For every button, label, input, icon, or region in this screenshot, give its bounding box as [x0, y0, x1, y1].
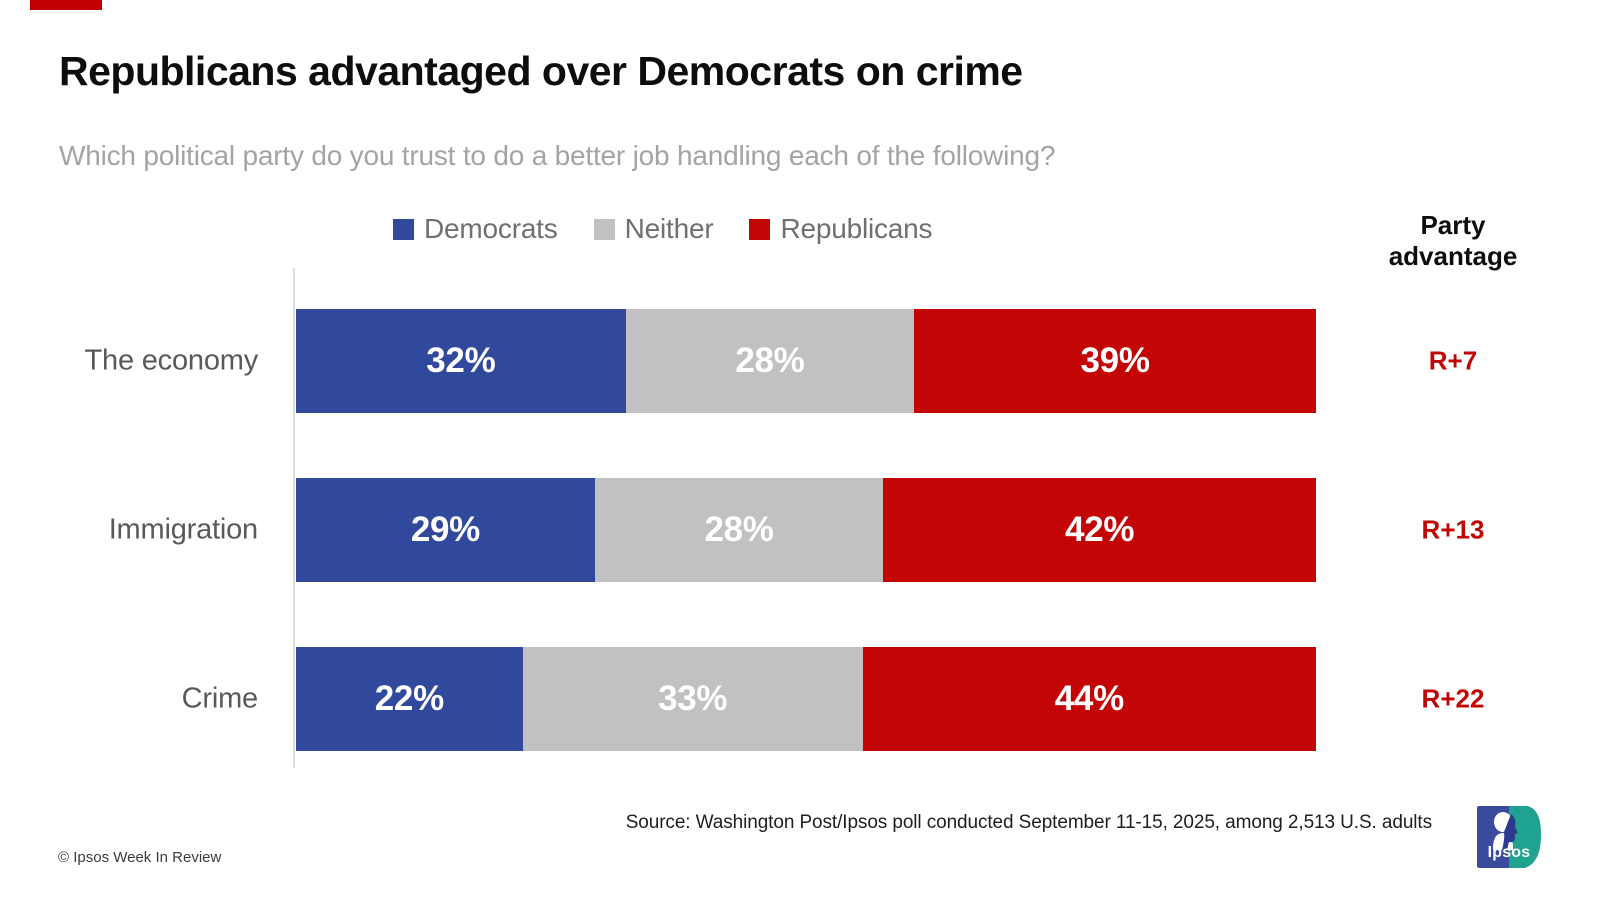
bar-row: Immigration 29% 28% 42% R+13 [0, 478, 1600, 582]
category-label: Immigration [108, 513, 258, 546]
bar-segment-republicans: 42% [883, 478, 1316, 582]
bar-value-label: 29% [410, 510, 480, 549]
legend-label: Neither [624, 213, 714, 244]
bar-row: The economy 32% 28% 39% R+7 [0, 309, 1600, 413]
legend: Democrats Neither Republicans [393, 213, 933, 245]
party-advantage-value: R+22 [1421, 683, 1485, 714]
bar-value-label: 42% [1065, 510, 1135, 549]
bar-segment-neither: 28% [594, 478, 884, 582]
chart-title: Republicans advantaged over Democrats on… [59, 48, 1023, 94]
legend-swatch-icon [393, 218, 414, 240]
ipsos-logo: Ipsos [1477, 806, 1541, 868]
bar-value-label: 44% [1054, 679, 1124, 718]
category-label: Crime [181, 682, 259, 715]
bar-row: Crime 22% 33% 44% R+22 [0, 647, 1600, 751]
legend-label: Democrats [424, 213, 558, 244]
party-advantage-value: R+13 [1421, 514, 1485, 545]
stacked-bar: 32% 28% 39% [296, 309, 1316, 413]
stacked-bar: 29% 28% 42% [296, 478, 1316, 582]
party-advantage-header: Party advantage [1388, 210, 1518, 271]
top-accent-bar [30, 0, 102, 10]
ipsos-logo-wordmark: Ipsos [1487, 844, 1531, 861]
legend-swatch-icon [749, 218, 771, 240]
legend-label: Republicans [780, 213, 933, 244]
bar-segment-neither: 33% [522, 647, 863, 751]
party-advantage-value: R+7 [1428, 345, 1478, 376]
bar-value-label: 22% [374, 679, 444, 718]
ipsos-logo-mark [1477, 806, 1541, 868]
copyright-note: © Ipsos Week In Review [58, 849, 222, 866]
source-note: Source: Washington Post/Ipsos poll condu… [625, 812, 1432, 833]
bar-value-label: 32% [426, 341, 496, 380]
legend-item: Neither [593, 213, 714, 245]
bar-value-label: 39% [1080, 341, 1150, 380]
legend-item: Democrats [393, 213, 558, 245]
bar-segment-republicans: 39% [914, 309, 1316, 413]
chart-subtitle: Which political party do you trust to do… [59, 140, 1056, 171]
bar-value-label: 28% [704, 510, 774, 549]
bar-segment-neither: 28% [625, 309, 915, 413]
bar-value-label: 28% [735, 341, 805, 380]
y-axis-line [293, 268, 295, 768]
category-label: The economy [84, 344, 259, 377]
bar-segment-republicans: 44% [862, 647, 1316, 751]
legend-item: Republicans [749, 213, 933, 245]
bar-segment-democrats: 29% [296, 478, 595, 582]
stacked-bar: 22% 33% 44% [296, 647, 1316, 751]
bar-segment-democrats: 22% [296, 647, 523, 751]
bar-value-label: 33% [658, 679, 728, 718]
bar-segment-democrats: 32% [296, 309, 626, 413]
legend-swatch-icon [593, 218, 615, 240]
